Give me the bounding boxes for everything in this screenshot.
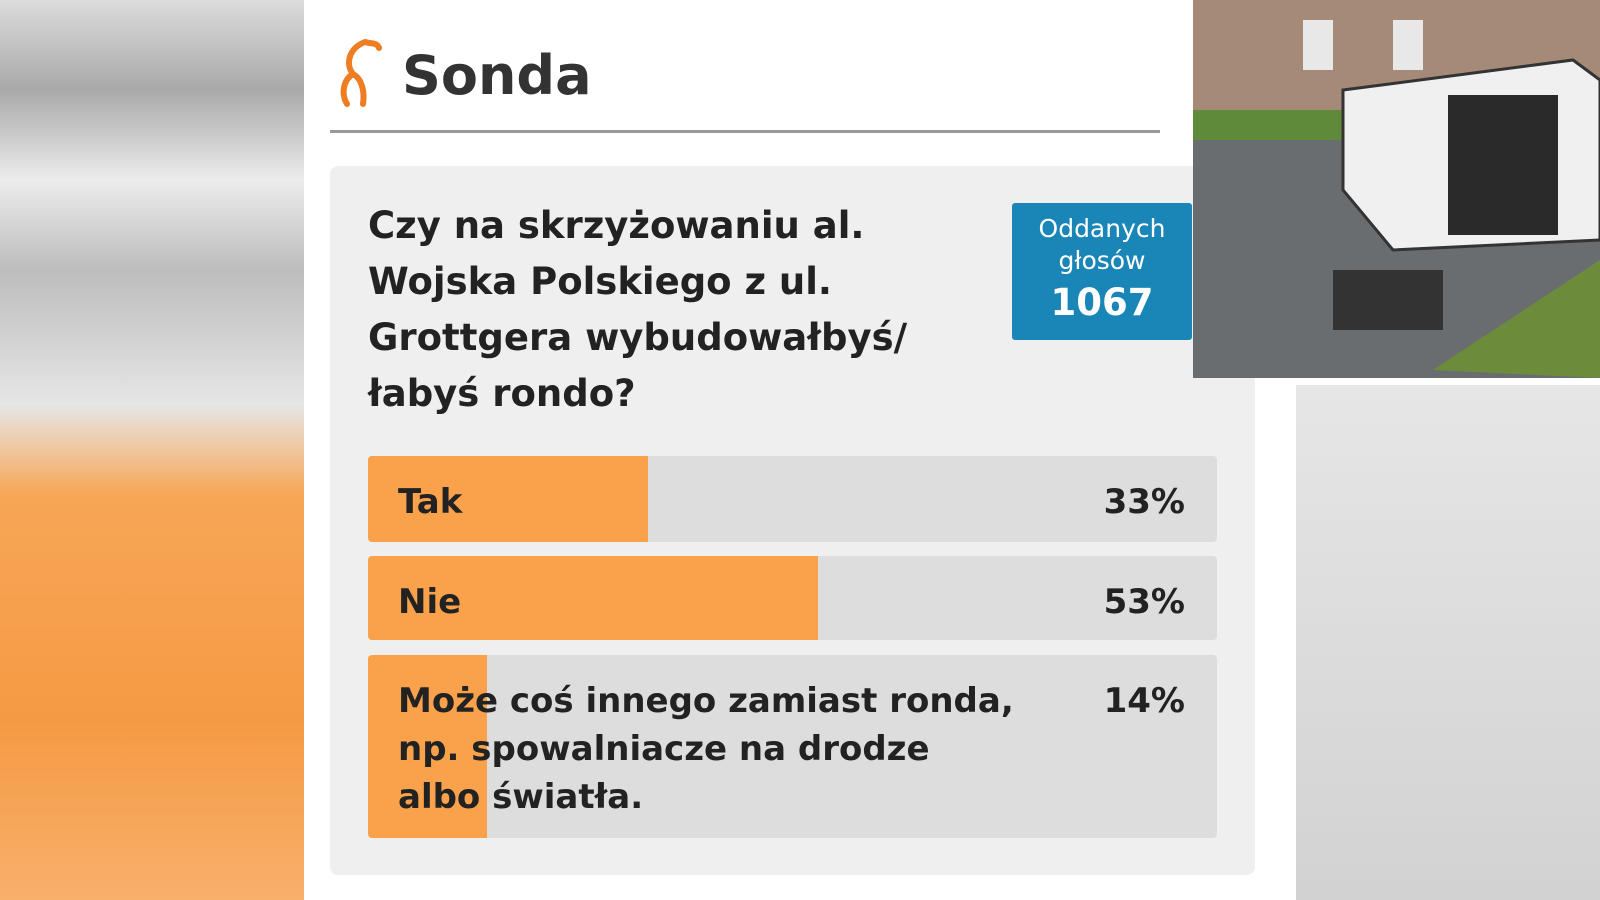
votes-label: Oddanych głosów <box>1038 214 1166 275</box>
option-percent: 33% <box>1103 482 1185 522</box>
poll-option: Tak 33% <box>368 456 1217 542</box>
option-label: Może coś innego zamiast ronda, np. spowa… <box>398 681 1014 817</box>
result-bar <box>368 655 487 838</box>
option-percent: 14% <box>1103 681 1185 721</box>
question: Czy na skrzyżowaniu al. Wojska Polskiego… <box>368 204 908 415</box>
photo <box>1193 0 1600 378</box>
poll-option: Może coś innego zamiast ronda, np. spowa… <box>368 655 1217 838</box>
poll-option: Nie 53% <box>368 556 1217 640</box>
blurred-background <box>0 0 304 900</box>
result-bar <box>368 456 649 542</box>
option-percent: 53% <box>1103 582 1185 622</box>
option-label: Nie <box>398 582 462 622</box>
background <box>1296 385 1600 900</box>
result-bar <box>368 556 818 640</box>
votes-box: Oddanych głosów 1067 <box>1012 203 1192 340</box>
divider <box>330 130 1160 133</box>
votes-count: 1067 <box>1050 281 1154 324</box>
option-label: Tak <box>398 482 463 522</box>
title: Sonda <box>402 44 592 107</box>
logo <box>340 39 382 107</box>
